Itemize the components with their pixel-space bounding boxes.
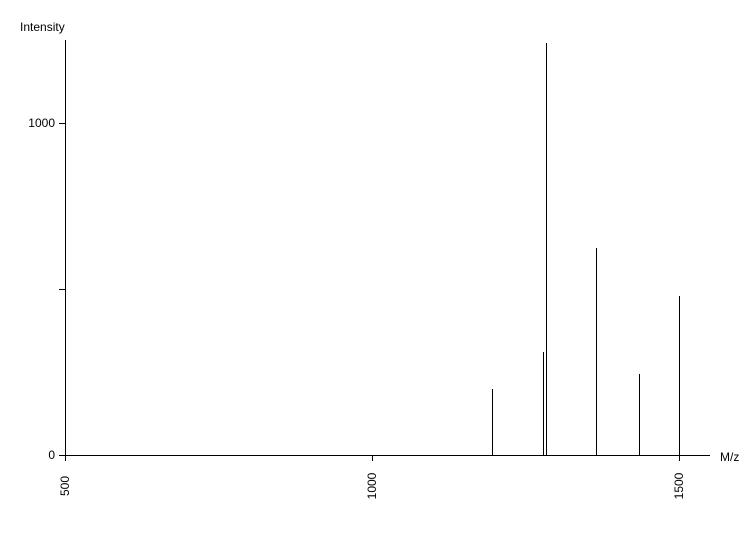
chart-container: Intensity M/z 0 1000 500 1000 1500 [0,0,750,540]
y-axis-title: Intensity [20,20,65,34]
y-tick [59,123,65,124]
x-tick-label: 1000 [365,473,379,500]
x-tick [372,455,373,461]
y-tick [59,289,65,290]
x-tick [65,455,66,461]
spectrum-peak [679,296,680,455]
spectrum-peak [639,374,640,455]
y-axis [65,40,66,455]
spectrum-peak [546,43,547,455]
plot-area [65,40,710,455]
x-tick-label: 1500 [672,473,686,500]
y-tick-label: 1000 [15,116,55,130]
spectrum-peak [543,352,544,455]
x-tick-label: 500 [58,476,72,496]
x-axis [65,455,710,456]
x-axis-title: M/z [720,450,739,464]
spectrum-peak [596,248,597,456]
spectrum-peak [492,389,493,455]
x-tick [679,455,680,461]
y-tick-label: 0 [15,448,55,462]
